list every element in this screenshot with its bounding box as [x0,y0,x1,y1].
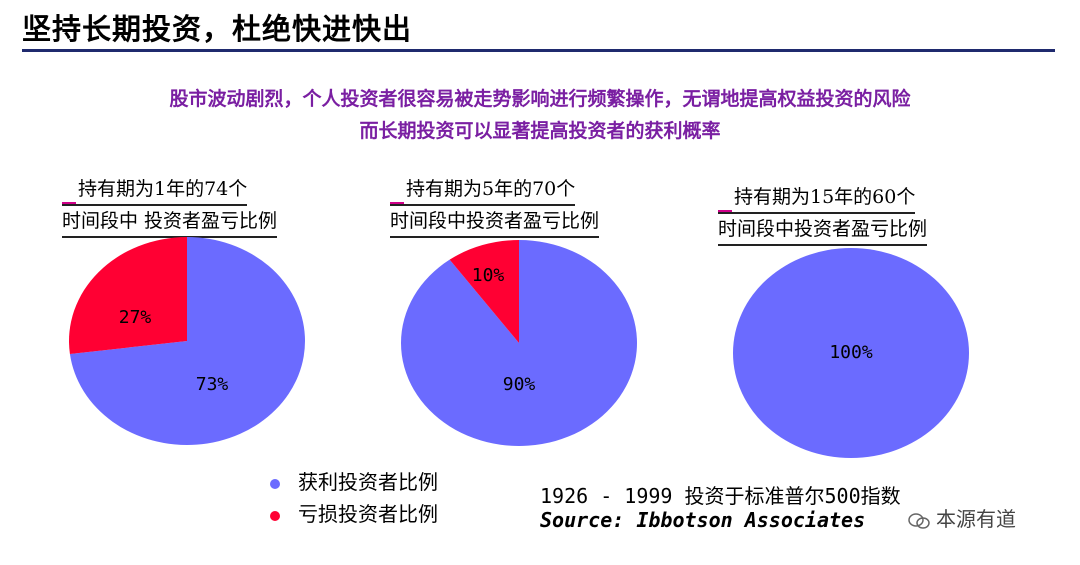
legend-dot-profit [270,478,280,489]
source-period: 1926 - 1999 投资于标准普尔500指数 [540,484,901,508]
watermark: 本源有道 [908,503,1016,532]
page-title: 坚持长期投资，杜绝快进快出 [22,12,413,46]
legend-label-profit: 获利投资者比例 [298,470,438,494]
pie1-title-line-1: 持有期为1年的74个 [62,174,248,206]
pie1-title-line-2: 时间段中 投资者盈亏比例 [62,206,278,238]
watermark-text: 本源有道 [936,507,1016,531]
pie2-label-loss: 10% [472,265,505,286]
pie3-slice-profit [733,248,969,458]
pie1-slice-loss [69,237,187,355]
pie2-label-profit: 90% [503,374,536,395]
pie3-label-profit: 100% [829,342,873,363]
header-divider [22,49,1055,52]
legend-dot-loss [270,510,280,521]
pie2-title-line-1: 持有期为5年的70个 [390,174,576,206]
pie3-title-line-2: 时间段中投资者盈亏比例 [718,214,928,246]
pie2-slice-loss [449,240,519,343]
pie2-title-line-2: 时间段中投资者盈亏比例 [390,206,600,238]
subtitle-line-1: 股市波动剧烈，个人投资者很容易被走势影响进行频繁操作，无谓地提高权益投资的风险 [169,88,911,110]
legend-item-profit: 获利投资者比例 [270,466,438,495]
pie2-title: 持有期为5年的70个 时间段中投资者盈亏比例 [390,174,600,238]
legend-label-loss: 亏损投资者比例 [298,502,438,526]
pie3-title-line-1: 持有期为15年的60个 [718,182,916,214]
pie1-slice-profit [69,237,305,445]
pie3-title: 持有期为15年的60个 时间段中投资者盈亏比例 [718,182,928,246]
pie1-title: 持有期为1年的74个 时间段中 投资者盈亏比例 [62,174,278,238]
pie1-label-profit: 73% [196,374,229,395]
wechat-icon [908,512,930,529]
legend-item-loss: 亏损投资者比例 [270,498,438,527]
source-citation: Source: Ibbotson Associates [540,508,866,532]
subtitle-line-2: 而长期投资可以显著提高投资者的获利概率 [359,120,721,142]
pie1-label-loss: 27% [119,307,152,328]
